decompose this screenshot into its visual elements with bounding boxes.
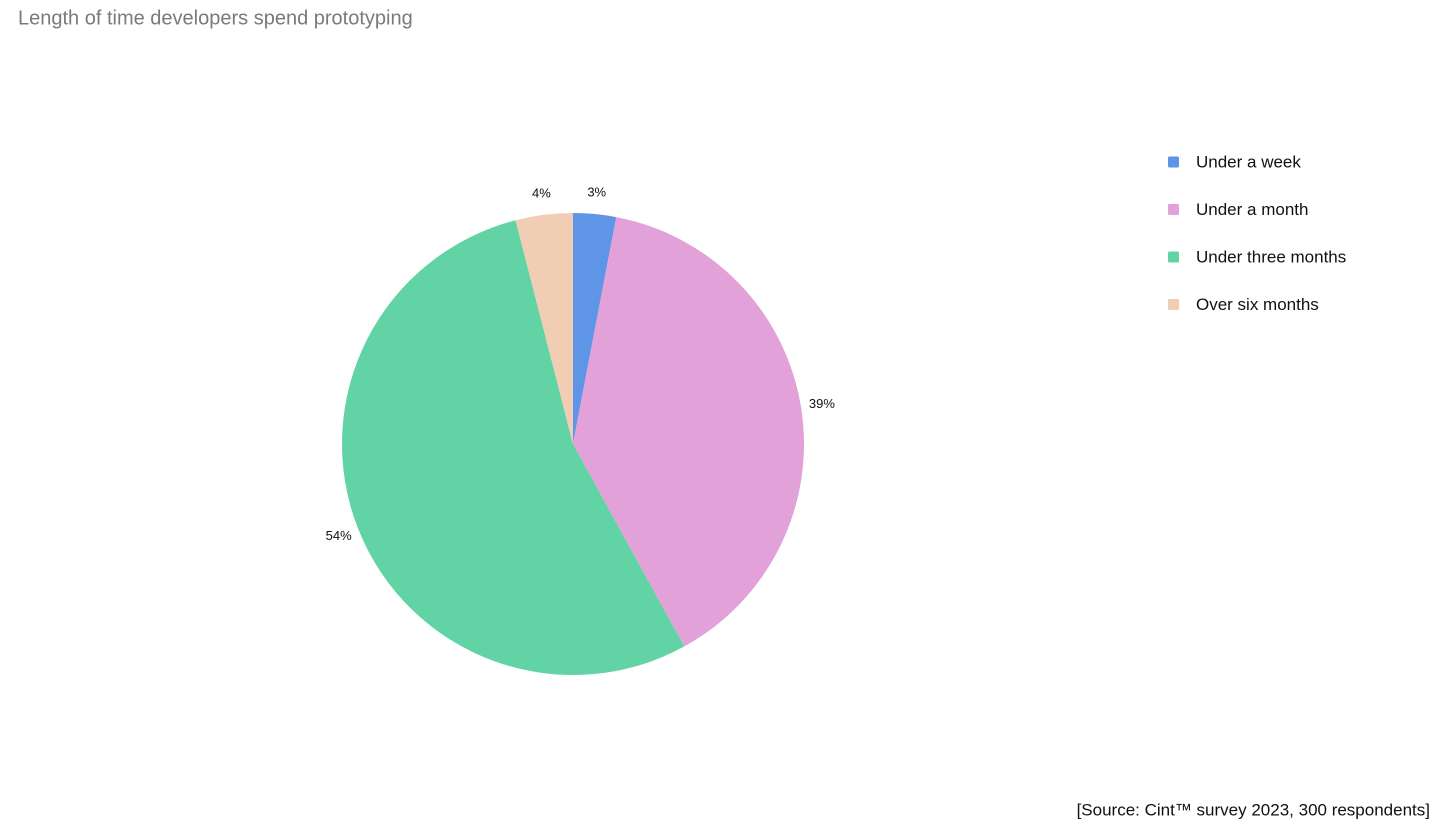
pie-slice: [515, 213, 573, 444]
slice-label: 54%: [326, 528, 352, 543]
legend-label: Over six months: [1196, 295, 1319, 314]
slice-label: 39%: [809, 396, 835, 411]
slice-label: 3%: [587, 185, 606, 200]
legend-swatch: [1168, 299, 1179, 310]
pie-slice: [573, 217, 804, 647]
legend-label: Under three months: [1196, 247, 1346, 266]
legend-swatch: [1168, 251, 1179, 263]
source-note: [Source: Cint™ survey 2023, 300 responde…: [1077, 800, 1430, 819]
legend-label: Under a week: [1196, 152, 1301, 171]
chart-title: Length of time developers spend prototyp…: [18, 7, 413, 29]
legend-swatch: [1168, 156, 1179, 168]
slice-label: 4%: [532, 185, 551, 200]
pie-slice: [341, 220, 685, 676]
legend-swatch: [1168, 204, 1179, 215]
pie-slice: [573, 213, 617, 444]
legend-label: Under a month: [1196, 200, 1308, 219]
